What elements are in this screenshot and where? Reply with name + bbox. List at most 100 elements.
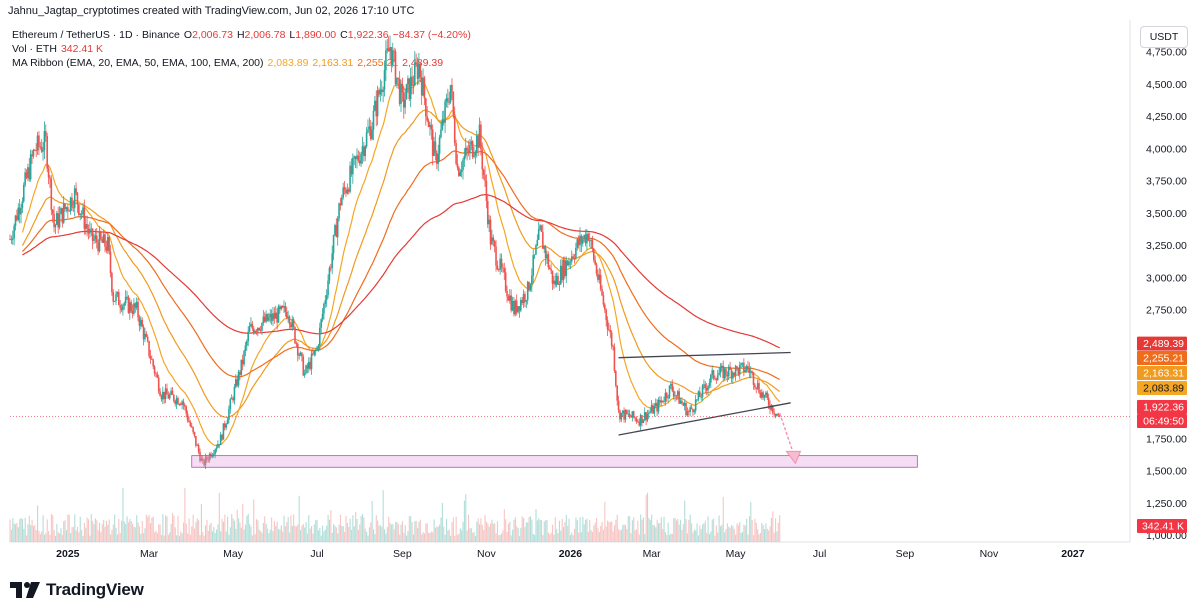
volume-bar xyxy=(456,534,459,542)
volume-bar xyxy=(338,524,340,542)
volume-bar xyxy=(364,528,366,542)
candle-body xyxy=(543,246,546,249)
volume-bar xyxy=(154,532,156,542)
volume-bar xyxy=(166,516,168,542)
volume-bar xyxy=(699,525,701,542)
volume-bar xyxy=(626,529,628,542)
candle-body xyxy=(420,77,423,96)
candle-body xyxy=(455,143,457,164)
candle-body xyxy=(290,324,292,328)
candle-body xyxy=(774,413,777,416)
candle-body xyxy=(243,351,245,365)
channel-lower-trendline[interactable] xyxy=(618,402,791,436)
candle-body xyxy=(145,333,148,337)
volume-bar xyxy=(554,517,556,542)
candle-body xyxy=(305,365,307,374)
volume-bar xyxy=(97,530,99,542)
candle-body xyxy=(29,154,32,180)
support-zone[interactable] xyxy=(191,455,918,468)
volume-bar xyxy=(280,525,282,542)
candle-body xyxy=(396,77,398,85)
volume-bar xyxy=(235,528,237,542)
y-tick-label: 4,500.00 xyxy=(1146,79,1187,91)
candle-body xyxy=(126,296,128,298)
volume-bar xyxy=(612,531,614,542)
volume-bar xyxy=(361,513,364,542)
volume-bar xyxy=(86,517,88,542)
candle-body xyxy=(715,379,718,381)
x-tick-label: Sep xyxy=(393,548,412,560)
volume-bar xyxy=(729,527,731,542)
candle-body xyxy=(16,215,18,221)
volume-label[interactable]: Vol · ETH xyxy=(12,43,57,55)
candle-body xyxy=(276,312,278,323)
candle-body xyxy=(689,407,691,412)
volume-bar xyxy=(315,520,317,542)
volume-bar xyxy=(553,534,555,542)
candle-body xyxy=(524,293,526,302)
candle-body xyxy=(641,415,643,423)
candle-body xyxy=(550,268,552,271)
volume-bar xyxy=(773,532,775,542)
candle-body xyxy=(279,306,281,310)
candle-body xyxy=(670,383,672,386)
candle-body xyxy=(579,235,581,246)
candle-body xyxy=(258,327,261,330)
volume-bar xyxy=(78,532,80,542)
volume-bar xyxy=(271,517,273,542)
x-tick-label: 2027 xyxy=(1061,548,1085,560)
legend-symbol-row: Ethereum / TetherUS · 1D · Binance O2,006… xyxy=(12,29,475,41)
volume-bar xyxy=(304,527,306,542)
volume-bar xyxy=(740,533,742,542)
candle-body xyxy=(188,420,190,423)
candle-body xyxy=(562,259,565,281)
volume-bar xyxy=(140,533,142,542)
candle-body xyxy=(62,203,65,223)
volume-bar xyxy=(578,532,580,542)
candle-body xyxy=(94,235,97,240)
candle-body xyxy=(343,187,346,190)
channel-upper-trendline[interactable] xyxy=(618,351,791,359)
volume-bar xyxy=(538,518,540,542)
candle-body xyxy=(13,226,15,239)
volume-bar xyxy=(657,523,660,542)
volume-bar xyxy=(169,532,171,542)
candle-body xyxy=(708,382,711,386)
candle-body xyxy=(619,410,621,420)
volume-bar xyxy=(282,531,284,542)
volume-bar xyxy=(750,502,752,542)
candle-body xyxy=(547,254,550,268)
ema200-line xyxy=(22,193,780,349)
candle-body xyxy=(185,406,188,414)
breakdown-arrow-shaft[interactable] xyxy=(778,412,795,454)
volume-bar xyxy=(692,532,694,542)
candle-body xyxy=(427,120,430,128)
volume-bar xyxy=(224,514,226,542)
volume-bar xyxy=(415,520,417,542)
candle-body xyxy=(458,167,460,176)
volume-bar xyxy=(622,525,624,542)
candle-body xyxy=(605,309,607,321)
volume-bar xyxy=(491,519,493,542)
volume-bar xyxy=(366,531,368,542)
candle-body xyxy=(481,149,484,170)
volume-bar xyxy=(462,521,464,542)
volume-bar xyxy=(408,516,410,542)
candle-body xyxy=(255,330,258,332)
volume-bar xyxy=(474,535,476,542)
volume-bar xyxy=(534,534,536,542)
candle-body xyxy=(360,153,362,164)
candle-body xyxy=(694,399,697,411)
volume-bar xyxy=(452,517,454,542)
volume-bar xyxy=(642,517,644,542)
candle-body xyxy=(595,264,598,274)
legend-symbol[interactable]: Ethereum / TetherUS · 1D · Binance xyxy=(12,29,180,41)
candle-body xyxy=(21,201,24,208)
ma-ribbon-label[interactable]: MA Ribbon (EMA, 20, EMA, 50, EMA, 100, E… xyxy=(12,57,264,69)
candle-body xyxy=(760,392,763,398)
volume-bar xyxy=(410,516,412,542)
breakdown-arrow-head[interactable] xyxy=(785,450,802,465)
volume-bar xyxy=(46,519,48,542)
currency-button[interactable]: USDT xyxy=(1140,26,1188,48)
